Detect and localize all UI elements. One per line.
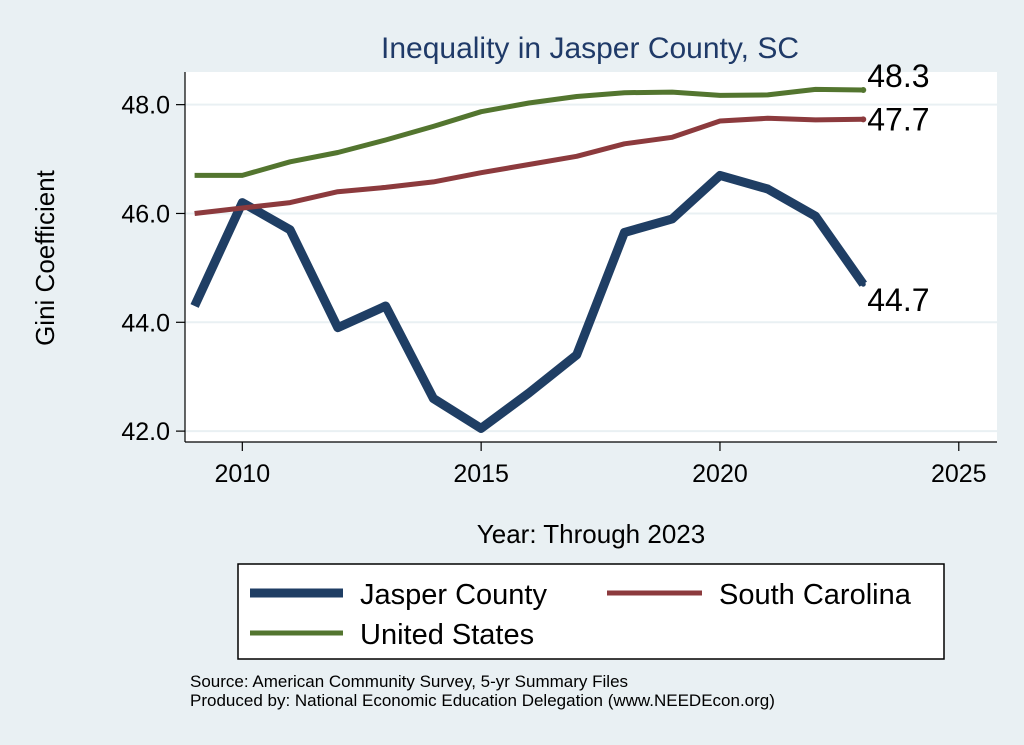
series-end-point-united-states [860,86,867,93]
end-label-jasper-county: 44.7 [867,282,929,318]
series-line-jasper-county [190,170,867,433]
series-line-south-carolina [194,115,864,216]
chart-title: Inequality in Jasper County, SC [381,32,799,65]
y-axis-ticks: 42.0 44.0 46.0 48.0 [121,92,185,446]
legend-label-united-states: United States [360,619,534,651]
x-tick-label: 2020 [692,460,748,488]
end-label-united-states: 48.3 [867,58,929,94]
plot-area [185,72,997,442]
series-lines [190,86,867,433]
series-end-point-south-carolina [860,116,867,123]
legend: Jasper County South Carolina United Stat… [237,563,945,660]
end-label-south-carolina: 47.7 [867,101,929,137]
source-line: Source: American Community Survey, 5-yr … [190,672,629,691]
y-tick-label: 42.0 [121,418,170,446]
x-axis-ticks: 2010 2015 2020 2025 [215,442,987,488]
legend-label-south-carolina: South Carolina [719,579,912,611]
produced-by-line: Produced by: National Economic Education… [190,691,775,710]
series-line-united-states [194,86,864,178]
x-tick-label: 2025 [931,460,987,488]
x-tick-label: 2010 [215,460,271,488]
y-tick-label: 46.0 [121,200,170,228]
y-axis-label: Gini Coefficient [30,169,60,346]
y-tick-label: 48.0 [121,92,170,120]
y-tick-label: 44.0 [121,309,170,337]
end-labels: 44.7 47.7 48.3 [867,58,929,318]
x-tick-label: 2015 [453,460,509,488]
legend-label-jasper-county: Jasper County [360,579,547,611]
legend-box [237,563,945,660]
x-axis-label: Year: Through 2023 [477,519,705,549]
series-end-point-jasper-county [860,281,866,287]
